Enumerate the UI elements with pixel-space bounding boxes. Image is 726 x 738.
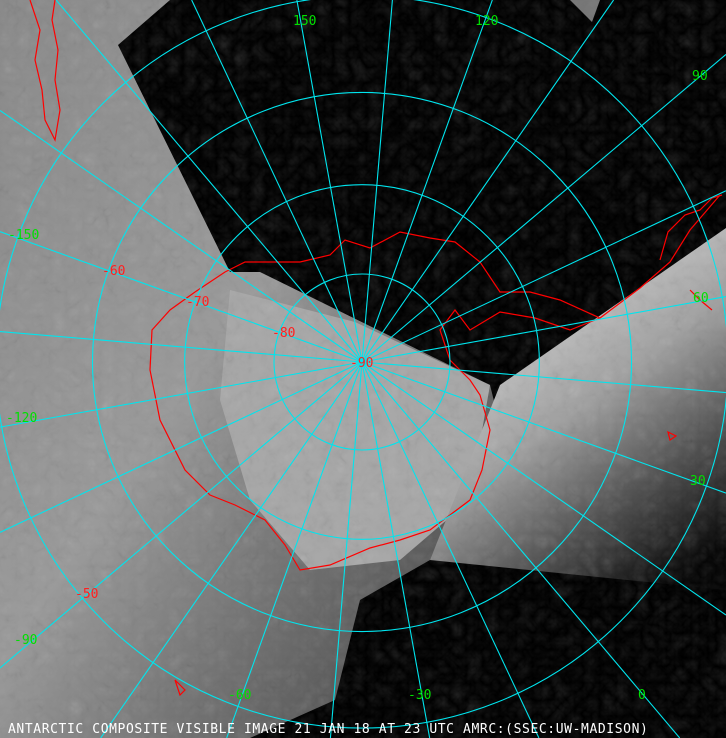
longitude-label: -150 — [8, 228, 39, 243]
latitude-label: -50 — [75, 587, 98, 602]
latitude-label: -90 — [350, 356, 373, 371]
latitude-label: -60 — [102, 264, 125, 279]
longitude-label: 0 — [638, 688, 646, 703]
image-caption: ANTARCTIC COMPOSITE VISIBLE IMAGE 21 JAN… — [8, 722, 649, 737]
meridian-line — [361, 361, 540, 738]
meridian-line — [0, 231, 363, 363]
meridian-line — [361, 361, 726, 494]
meridian-line — [361, 0, 615, 363]
meridian-line — [329, 361, 363, 738]
longitude-label: -90 — [14, 633, 37, 648]
meridian-line — [361, 361, 726, 394]
longitude-label: 90 — [692, 69, 708, 84]
island-coastline — [174, 430, 678, 697]
longitude-label: 60 — [693, 291, 709, 306]
meridian-line — [0, 109, 363, 363]
meridian-line — [55, 0, 363, 363]
meridian-line — [191, 0, 363, 363]
longitude-label: 30 — [690, 474, 706, 489]
latitude-circle — [273, 273, 451, 451]
meridian-line — [0, 361, 363, 533]
meridian-line — [361, 295, 726, 363]
meridian-line — [361, 361, 431, 738]
meridian-line — [361, 361, 726, 616]
meridian-line — [296, 0, 363, 363]
meridian-line — [0, 331, 363, 363]
coastlines — [29, 0, 723, 697]
new-zealand-coastline — [29, 0, 61, 142]
longitude-label: 150 — [293, 14, 316, 29]
meridian-line — [226, 361, 363, 738]
antarctica-coastline — [149, 194, 721, 571]
longitude-label: -120 — [6, 411, 37, 426]
latitude-label: -80 — [272, 326, 295, 341]
meridian-line — [361, 190, 726, 363]
latitude-label: -70 — [186, 295, 209, 310]
meridian-line — [0, 361, 363, 428]
longitude-label: -60 — [228, 688, 251, 703]
longitude-label: -30 — [408, 688, 431, 703]
meridian-line — [0, 361, 363, 669]
meridian-line — [100, 361, 363, 738]
meridian-line — [361, 0, 493, 363]
meridian-line — [361, 361, 681, 738]
meridian-line — [361, 0, 393, 363]
latitude-circle — [91, 91, 633, 633]
peninsula-coastline — [659, 194, 723, 311]
meridian-line — [361, 53, 726, 363]
graticule-labels: 150 120 90 60 30 0 -30 -60 -90 -120 -150 -50 -60 -70 -… — [6, 14, 709, 703]
longitude-label: 120 — [475, 14, 498, 29]
latitude-circle — [184, 184, 540, 540]
